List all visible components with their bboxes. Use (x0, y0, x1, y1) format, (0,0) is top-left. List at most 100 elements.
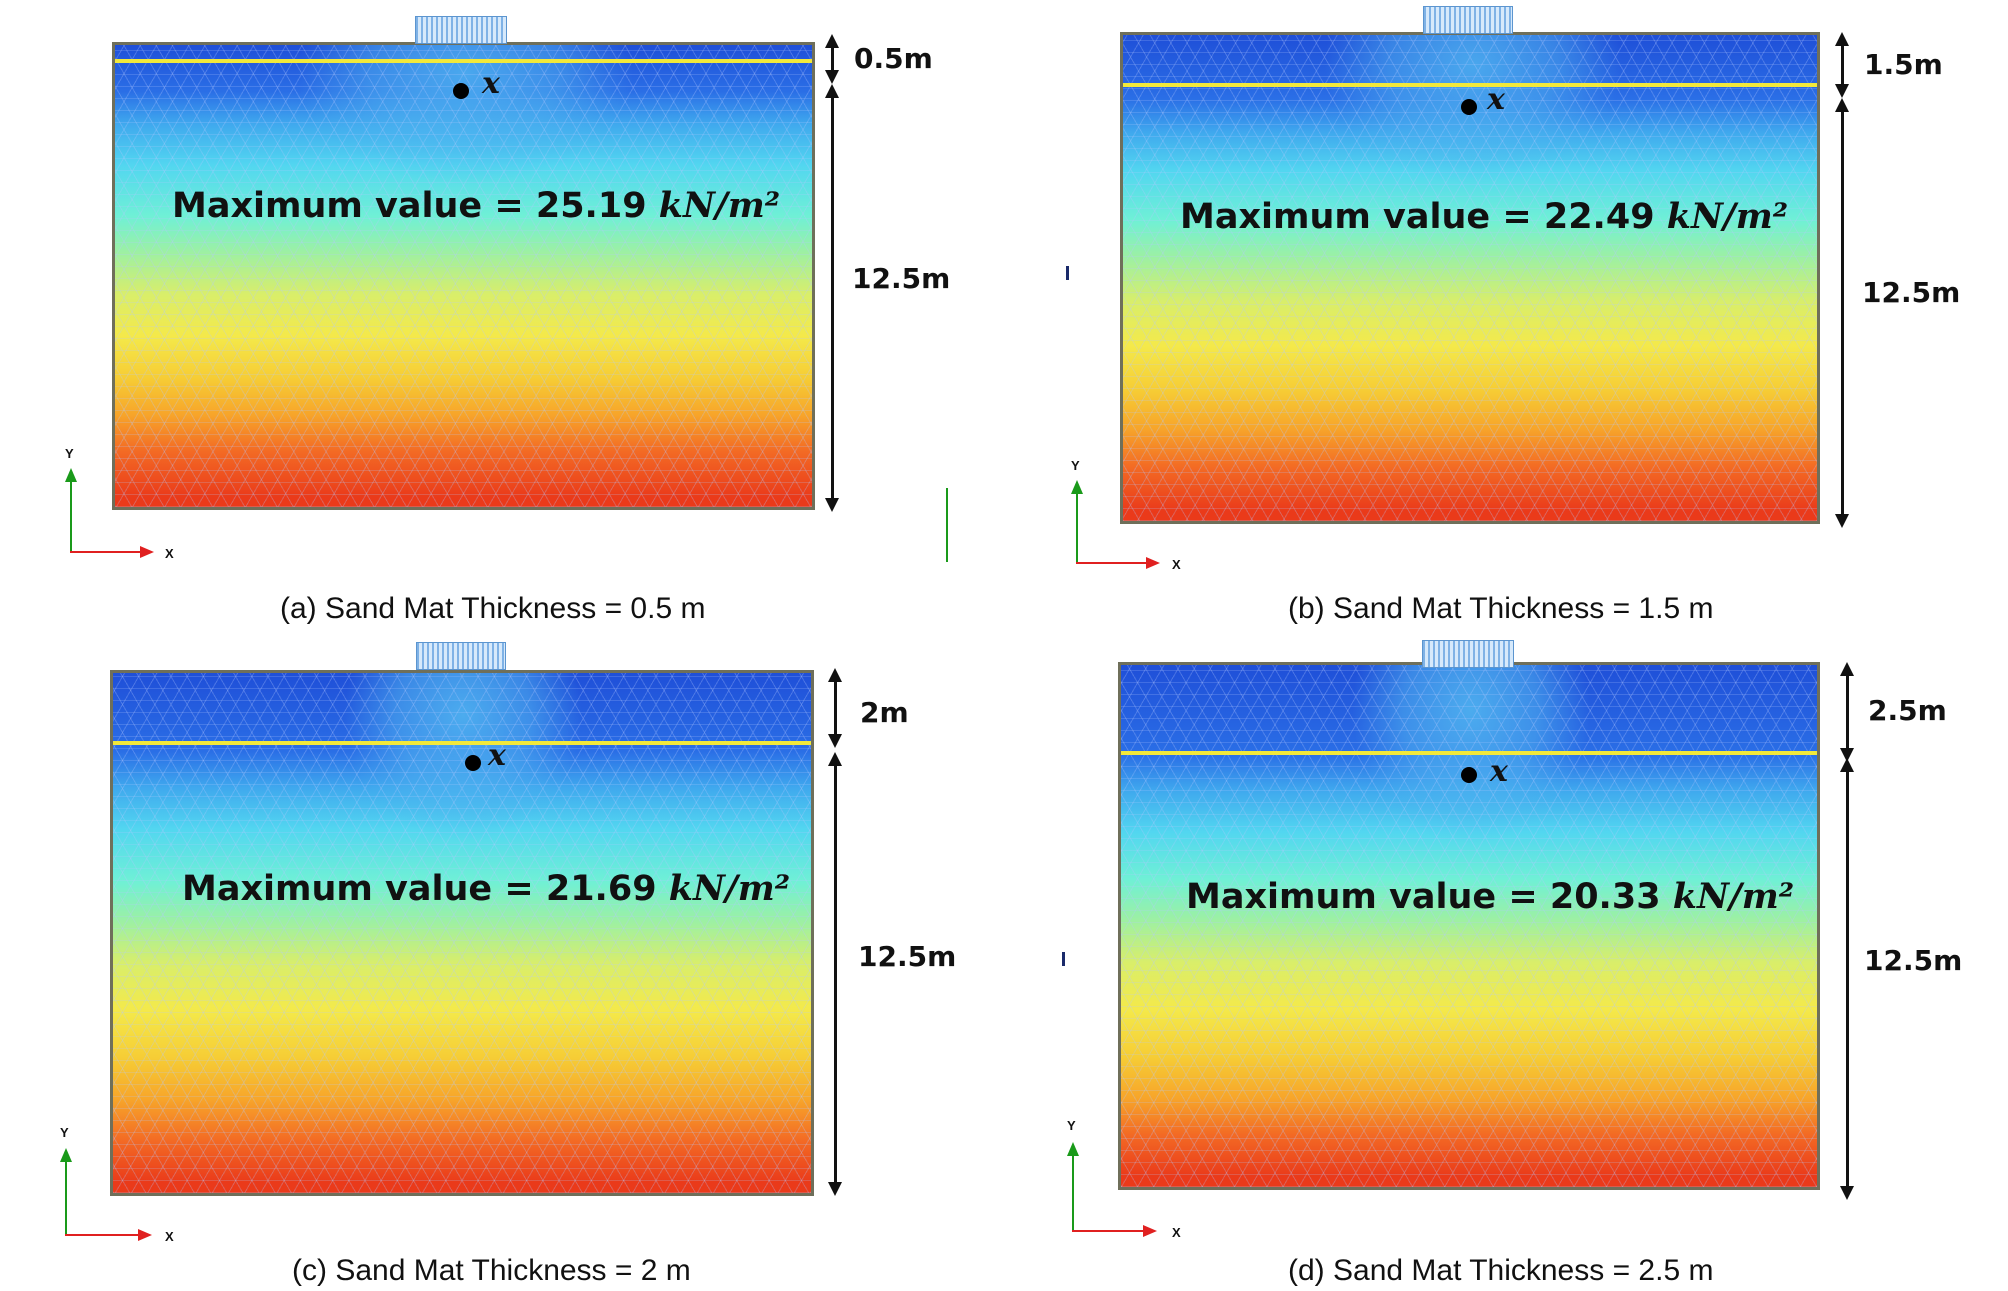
y-axis-label: Y (60, 1125, 69, 1140)
y-axis-label: Y (1067, 1118, 1076, 1133)
sand-mat-boundary-line (113, 741, 811, 745)
dim-arrow-up (825, 34, 839, 48)
x-axis-label: X (165, 1229, 174, 1244)
dim-arrow-down (825, 70, 839, 84)
x-axis-line (1072, 1230, 1145, 1232)
maximum-value-label: Maximum value = 21.69 kN/m² (182, 868, 790, 909)
dim-arrow-up (1835, 98, 1849, 112)
y-axis-arrow-icon (1067, 1142, 1079, 1156)
sand-mat-dimension-line (1846, 674, 1849, 750)
measurement-point (453, 83, 469, 99)
sand-mat-dimension-line (831, 46, 834, 72)
sand-mat-thickness-label: 0.5m (854, 42, 933, 75)
y-axis-line (65, 1158, 67, 1236)
crop-artifact (1062, 952, 1065, 966)
caption-c: (c) Sand Mat Thickness = 2 m (292, 1254, 691, 1287)
measurement-point (1461, 99, 1477, 115)
x-axis-label: X (1172, 557, 1181, 572)
sand-mat-dimension-line (834, 680, 837, 738)
point-label-x: x (482, 66, 500, 101)
y-axis-label: Y (65, 446, 74, 461)
clay-dimension-line (1841, 110, 1844, 518)
sand-mat-dimension-line (1841, 44, 1844, 92)
fe-mesh (113, 673, 811, 1193)
footing-load (1423, 6, 1513, 34)
dim-arrow-down (828, 1182, 842, 1196)
dim-arrow-up (1840, 662, 1854, 676)
dim-arrow-up (825, 84, 839, 98)
dissipation-plume (343, 673, 583, 843)
caption-d: (d) Sand Mat Thickness = 2.5 m (1288, 1254, 1714, 1287)
dim-arrow-up (828, 752, 842, 766)
sand-mat-thickness-label: 1.5m (1864, 48, 1943, 81)
sand-mat-thickness-label: 2.5m (1868, 694, 1947, 727)
maximum-value-unit: kN/m² (1672, 876, 1795, 917)
x-axis-arrow-icon (1146, 557, 1160, 569)
clay-thickness-label: 12.5m (1864, 944, 1963, 977)
y-axis-line (70, 478, 72, 553)
x-axis-label: X (1172, 1225, 1181, 1240)
fe-mesh (1123, 35, 1817, 521)
fe-mesh (1121, 665, 1817, 1187)
dim-arrow-down (1840, 1186, 1854, 1200)
maximum-value-label: Maximum value = 20.33 kN/m² (1186, 876, 1794, 917)
maximum-value-label: Maximum value = 22.49 kN/m² (1180, 196, 1788, 237)
contour-plot-c (110, 670, 814, 1196)
sand-mat-boundary-line (115, 59, 812, 63)
dim-arrow-down (1835, 84, 1849, 98)
x-axis-line (65, 1234, 140, 1236)
footing-load (416, 642, 506, 670)
x-axis-line (1076, 562, 1148, 564)
maximum-value-label: Maximum value = 25.19 kN/m² (172, 185, 780, 226)
caption-a: (a) Sand Mat Thickness = 0.5 m (280, 592, 706, 625)
y-axis-arrow-icon (60, 1148, 72, 1162)
dim-arrow-up (1840, 758, 1854, 772)
maximum-value-unit: kN/m² (658, 185, 781, 226)
y-axis-line (1076, 490, 1078, 564)
dim-arrow-up (828, 668, 842, 682)
y-axis-line (1072, 1152, 1074, 1232)
measurement-point (465, 755, 481, 771)
y-axis-arrow-icon (1071, 480, 1083, 494)
maximum-value-unit: kN/m² (668, 868, 791, 909)
crop-artifact (946, 488, 948, 562)
point-label-x: x (1487, 82, 1505, 117)
clay-thickness-label: 12.5m (1862, 276, 1961, 309)
x-axis-arrow-icon (138, 1229, 152, 1241)
y-axis-arrow-icon (65, 468, 77, 482)
clay-dimension-line (831, 96, 834, 500)
maximum-value-text: Maximum value = 21.69 (182, 869, 657, 909)
clay-dimension-line (834, 764, 837, 1186)
point-label-x: x (1490, 754, 1508, 789)
x-axis-line (70, 551, 142, 553)
sand-mat-boundary-line (1123, 83, 1817, 87)
x-axis-arrow-icon (140, 546, 154, 558)
sand-mat-thickness-label: 2m (860, 696, 909, 729)
clay-thickness-label: 12.5m (858, 940, 957, 973)
dim-arrow-down (825, 498, 839, 512)
contour-plot-d (1118, 662, 1820, 1190)
contour-plot-a (112, 42, 815, 510)
fe-mesh (115, 45, 812, 507)
point-label-x: x (488, 738, 506, 773)
maximum-value-text: Maximum value = 22.49 (1180, 197, 1655, 237)
maximum-value-text: Maximum value = 25.19 (172, 186, 647, 226)
footing-load (415, 16, 507, 44)
crop-artifact (1066, 266, 1069, 280)
clay-thickness-label: 12.5m (852, 262, 951, 295)
dim-arrow-down (828, 734, 842, 748)
caption-b: (b) Sand Mat Thickness = 1.5 m (1288, 592, 1714, 625)
dissipation-plume (1351, 665, 1591, 845)
y-axis-label: Y (1071, 458, 1080, 473)
footing-load (1422, 640, 1514, 668)
x-axis-arrow-icon (1143, 1225, 1157, 1237)
x-axis-label: X (165, 546, 174, 561)
contour-plot-b (1120, 32, 1820, 524)
maximum-value-unit: kN/m² (1666, 196, 1789, 237)
measurement-point (1461, 767, 1477, 783)
maximum-value-text: Maximum value = 20.33 (1186, 877, 1661, 917)
dissipation-plume (295, 45, 635, 185)
clay-dimension-line (1846, 770, 1849, 1190)
dim-arrow-up (1835, 32, 1849, 46)
sand-mat-boundary-line (1121, 751, 1817, 755)
